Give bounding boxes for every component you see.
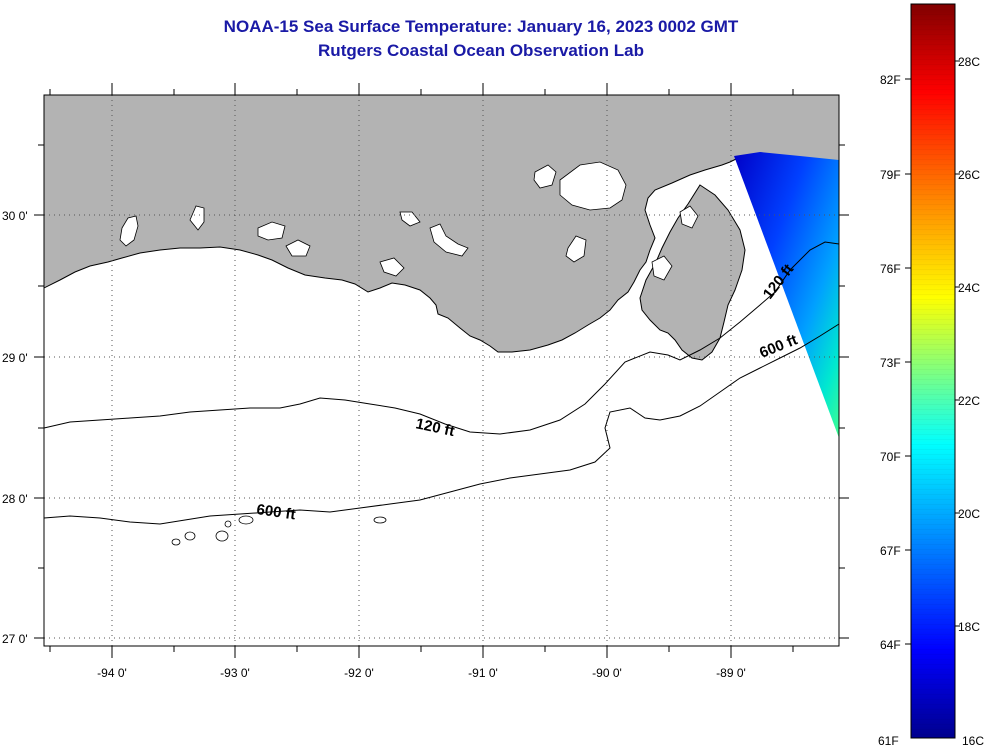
grid-lines (44, 95, 839, 646)
lat-tick-label: 28 0' (2, 492, 28, 506)
lon-tick-label: -89 0' (716, 666, 746, 680)
colorbar-f-label: 67F (880, 544, 901, 558)
lat-tick-label: 29 0' (2, 351, 28, 365)
lon-tick-label: -92 0' (344, 666, 374, 680)
lake (285, 239, 311, 257)
colorbar-f-label: 61F (878, 734, 899, 748)
lake (533, 164, 557, 189)
lake (379, 257, 405, 277)
colorbar-f-labels: 82F 79F 76F 73F 70F 67F 64F 61F (878, 73, 901, 748)
lake (429, 223, 469, 257)
lake (565, 235, 587, 263)
contour-600ft (43, 323, 840, 525)
river-delta (639, 184, 746, 361)
lake (119, 215, 139, 247)
lat-tick-labels: 30 0' 29 0' 28 0' 27 0' (2, 209, 28, 646)
colorbar-c-label: 24C (958, 281, 980, 295)
colorbar-f-ticks (905, 60, 960, 645)
contour-120ft (43, 241, 840, 435)
colorbar-c-labels: 28C 26C 24C 22C 20C 18C 16C (958, 55, 984, 748)
colorbar-f-label: 64F (880, 638, 901, 652)
colorbar-bands (911, 4, 955, 738)
colorbar-c-label: 16C (962, 734, 984, 748)
lake (257, 221, 286, 241)
sst-swath (734, 152, 839, 438)
lat-tick-label: 30 0' (2, 209, 28, 223)
lake (651, 255, 673, 281)
colorbar-c-label: 22C (958, 394, 980, 408)
contour-label-600ft: 600 ft (255, 501, 296, 523)
lake (679, 205, 699, 229)
tick-marks (34, 83, 849, 658)
colorbar-c-label: 18C (958, 620, 980, 634)
lon-tick-labels: -94 0' -93 0' -92 0' -91 0' -90 0' -89 0… (97, 666, 746, 680)
colorbar-frame (910, 3, 956, 739)
plot-frame (43, 94, 840, 647)
colorbar-f-label: 79F (880, 168, 901, 182)
land-mass (44, 95, 839, 353)
colorbar-f-label: 76F (880, 262, 901, 276)
map-title: NOAA-15 Sea Surface Temperature: January… (223, 17, 739, 36)
colorbar-c-label: 20C (958, 507, 980, 521)
lon-tick-label: -91 0' (468, 666, 498, 680)
lon-tick-label: -90 0' (592, 666, 622, 680)
map-subtitle: Rutgers Coastal Ocean Observation Lab (318, 41, 644, 60)
colorbar-c-label: 26C (958, 168, 980, 182)
lat-tick-label: 27 0' (2, 632, 28, 646)
lake-pontchartrain (559, 161, 627, 211)
colorbar-f-label: 73F (880, 356, 901, 370)
colorbar-f-label: 82F (880, 73, 901, 87)
colorbar-f-label: 70F (880, 450, 901, 464)
lon-tick-label: -93 0' (220, 666, 250, 680)
contour-islands (171, 515, 387, 546)
colorbar-c-label: 28C (958, 55, 980, 69)
lon-tick-label: -94 0' (97, 666, 127, 680)
